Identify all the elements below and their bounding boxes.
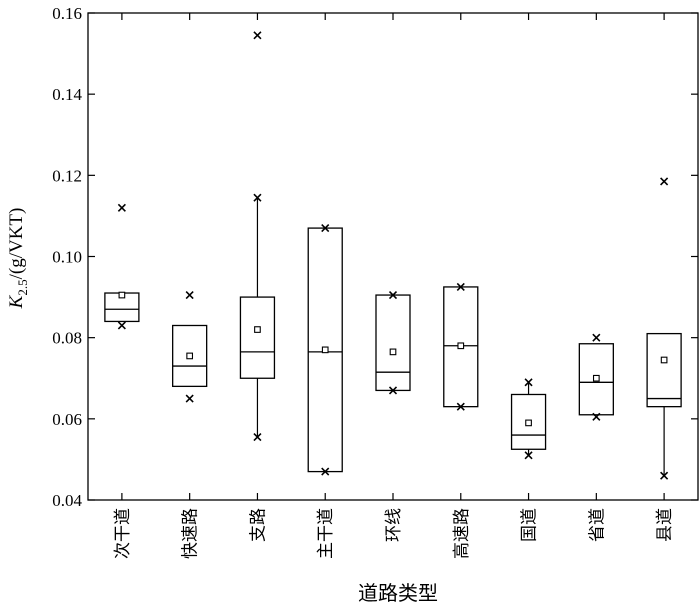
extreme-marker <box>321 467 330 476</box>
extreme-marker <box>524 378 533 387</box>
extreme-marker <box>185 290 194 300</box>
box-group-6 <box>443 286 479 408</box>
box-group-8 <box>578 343 614 416</box>
extreme-marker <box>117 321 126 330</box>
extreme-marker-stroke <box>253 433 262 442</box>
x-category-label: 省道 <box>587 508 607 542</box>
x-category-label: 快速路 <box>181 508 201 559</box>
x-category-label: 环线 <box>384 508 404 542</box>
outlier-marker <box>660 177 669 186</box>
extreme-marker-stroke <box>592 333 601 342</box>
extreme-marker-stroke <box>321 224 330 233</box>
iqr-box <box>172 324 208 388</box>
extreme-marker <box>321 224 330 233</box>
y-tick-label: 0.12 <box>52 166 82 185</box>
extreme-marker <box>253 193 262 202</box>
extreme-marker-stroke <box>524 451 533 460</box>
mean-marker <box>118 291 126 299</box>
mean-marker <box>389 348 397 356</box>
y-tick-label: 0.08 <box>52 329 82 348</box>
y-axis-symbol: K <box>6 294 27 309</box>
x-category-label: 国道 <box>520 508 540 542</box>
extreme-marker-stroke <box>456 402 465 411</box>
box-group-2 <box>172 324 208 388</box>
y-axis-subscript: 2.5 <box>15 279 30 295</box>
extreme-marker <box>524 451 533 460</box>
x-category-label: 支路 <box>248 508 268 542</box>
axes: 0.04 0.06 0.08 0.10 0.12 0.14 0.16 次干道 快速路 支路 主干道 环… <box>52 4 699 559</box>
extreme-marker-stroke <box>592 412 601 421</box>
y-tick-label: 0.06 <box>52 410 82 429</box>
iqr-box <box>646 332 682 408</box>
iqr-box <box>375 294 411 392</box>
mean-marker <box>457 342 465 350</box>
x-category-label: 主干道 <box>316 508 336 559</box>
outlier-marker-stroke <box>117 203 126 212</box>
y-axis-title: K2.5/(g/VKT) <box>6 208 30 310</box>
box-group-1 <box>104 291 140 323</box>
extreme-marker <box>388 386 398 395</box>
extreme-marker-stroke <box>456 282 465 292</box>
iqr-box <box>239 296 276 379</box>
plot-frame <box>87 12 699 501</box>
y-tick-label: 0.16 <box>52 4 82 23</box>
mean-marker <box>660 356 668 364</box>
extreme-marker-stroke <box>253 193 262 202</box>
y-tick-label: 0.14 <box>52 85 82 104</box>
y-axis-unit: /(g/VKT) <box>6 208 27 280</box>
mean-marker <box>592 374 600 382</box>
outlier-marker <box>253 31 262 40</box>
mean-marker <box>525 419 532 427</box>
extreme-marker <box>253 433 262 442</box>
extreme-marker-stroke <box>524 378 533 387</box>
extreme-marker-stroke <box>388 386 398 395</box>
box-group-7 <box>510 382 547 456</box>
extreme-marker-stroke <box>185 394 194 403</box>
box-plot-marks <box>104 31 682 480</box>
box-group-5 <box>375 294 411 392</box>
extreme-marker <box>592 412 601 421</box>
iqr-box <box>510 393 547 450</box>
mean-marker <box>186 352 194 360</box>
box-group-4 <box>307 227 343 473</box>
outlier-marker <box>117 203 126 212</box>
x-axis-title: 道路类型 <box>358 581 438 605</box>
extreme-marker-stroke <box>321 467 330 476</box>
extreme-marker <box>388 290 398 300</box>
x-category-label: 县道 <box>655 508 675 542</box>
x-category-label: 高速路 <box>452 508 472 559</box>
extreme-marker <box>456 282 465 292</box>
extreme-marker <box>592 333 601 342</box>
x-category-label: 次干道 <box>113 508 133 559</box>
extreme-marker <box>660 471 669 480</box>
iqr-box <box>578 343 614 416</box>
extreme-marker-stroke <box>660 471 669 480</box>
outlier-marker-stroke <box>660 177 669 186</box>
extreme-marker-stroke <box>185 290 194 300</box>
extreme-marker-stroke <box>388 290 398 300</box>
extreme-marker <box>185 394 194 403</box>
extreme-marker-stroke <box>117 321 126 330</box>
y-tick-label: 0.10 <box>52 248 82 267</box>
mean-marker <box>254 326 261 333</box>
box-group-9 <box>646 332 682 476</box>
box-group-3 <box>239 197 276 438</box>
y-tick-label: 0.04 <box>52 491 82 510</box>
extreme-marker <box>456 402 465 411</box>
outlier-marker-stroke <box>253 31 262 40</box>
mean-marker <box>321 346 329 354</box>
